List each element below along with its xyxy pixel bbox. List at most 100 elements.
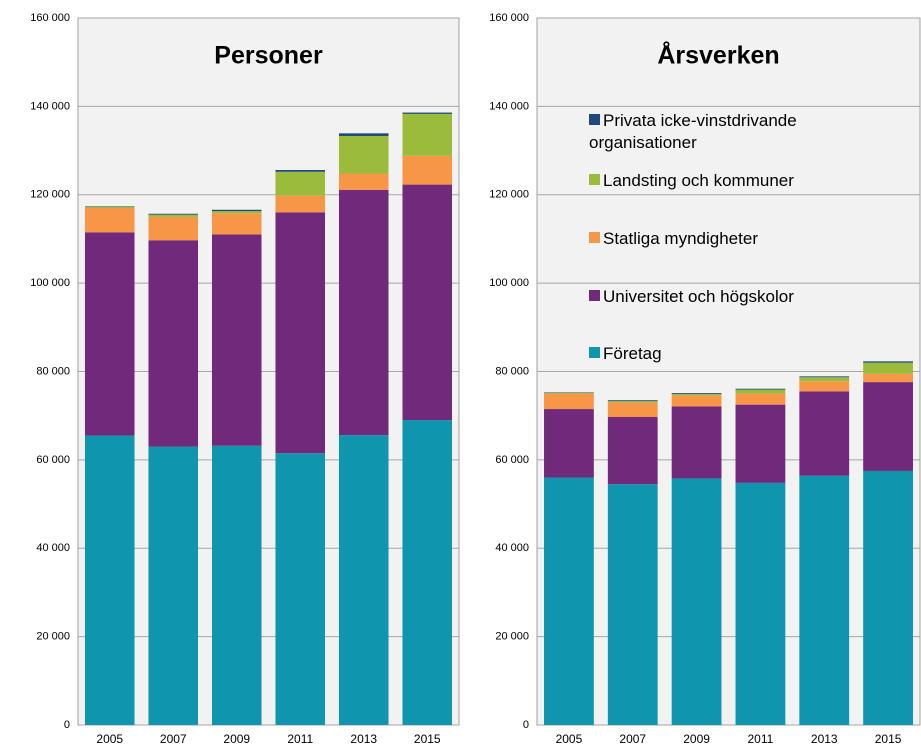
bar-segment bbox=[338, 133, 389, 136]
bar-segment bbox=[275, 171, 326, 196]
y-tick-label: 120 000 bbox=[489, 189, 529, 201]
bar-segment bbox=[338, 173, 389, 190]
bar-segment bbox=[799, 376, 850, 378]
bar-segment bbox=[544, 393, 594, 410]
x-tick-label: 2011 bbox=[748, 732, 774, 746]
x-tick-label: 2013 bbox=[350, 732, 377, 746]
y-tick-label: 80 000 bbox=[36, 365, 70, 377]
bar-segment bbox=[275, 212, 326, 454]
legend-swatch bbox=[589, 232, 600, 243]
legend-item: Universitet och högskolor bbox=[589, 286, 849, 308]
y-tick-label: 120 000 bbox=[30, 189, 70, 201]
legend-item: Privata icke-vinstdrivande organisatione… bbox=[589, 110, 849, 154]
legend-swatch bbox=[589, 290, 600, 301]
y-tick-label: 20 000 bbox=[36, 631, 70, 643]
bar-segment bbox=[671, 478, 722, 725]
bar-segment bbox=[863, 373, 913, 383]
bar-segment bbox=[607, 417, 658, 485]
y-tick-label: 60 000 bbox=[36, 454, 70, 466]
x-tick-label: 2009 bbox=[223, 732, 250, 746]
bar-segment bbox=[211, 213, 262, 235]
bar-segment bbox=[402, 112, 453, 114]
x-tick-label: 2015 bbox=[875, 732, 902, 746]
x-tick-label: 2015 bbox=[414, 732, 441, 746]
legend-item: Företag bbox=[589, 343, 849, 365]
bar-segment bbox=[799, 377, 850, 382]
legend-label: Landsting och kommuner bbox=[603, 171, 794, 190]
y-tick-label: 0 bbox=[523, 719, 529, 731]
x-tick-label: 2013 bbox=[811, 732, 838, 746]
bar-segment bbox=[84, 208, 135, 233]
bar-segment bbox=[211, 209, 262, 212]
bar-segment bbox=[275, 195, 326, 213]
bar-segment bbox=[671, 395, 722, 407]
bar-segment bbox=[735, 482, 786, 725]
bar-segment bbox=[735, 389, 786, 394]
bar-segment bbox=[338, 435, 389, 725]
bar-segment bbox=[275, 453, 326, 725]
bar-segment bbox=[84, 206, 135, 209]
bar-segment bbox=[799, 475, 850, 725]
x-tick-label: 2007 bbox=[619, 732, 646, 746]
bar-segment bbox=[211, 211, 262, 214]
bar-segment bbox=[402, 113, 453, 156]
bar-segment bbox=[148, 213, 199, 215]
bar-segment bbox=[544, 477, 594, 725]
bar-segment bbox=[84, 435, 135, 725]
bar-segment bbox=[735, 404, 786, 483]
y-tick-label: 40 000 bbox=[495, 542, 529, 554]
y-tick-label: 160 000 bbox=[30, 12, 70, 24]
y-tick-label: 80 000 bbox=[495, 365, 529, 377]
legend-swatch bbox=[589, 174, 600, 185]
y-tick-label: 160 000 bbox=[489, 12, 529, 24]
bar-segment bbox=[799, 391, 850, 476]
bar-segment bbox=[671, 393, 722, 395]
legend-label: Privata icke-vinstdrivande organisatione… bbox=[589, 111, 797, 152]
legend-label: Företag bbox=[603, 344, 662, 363]
x-tick-label: 2005 bbox=[556, 732, 583, 746]
bar-segment bbox=[402, 155, 453, 185]
bar-segment bbox=[211, 234, 262, 446]
x-tick-label: 2011 bbox=[287, 732, 313, 746]
bar-segment bbox=[338, 135, 389, 174]
bar-segment bbox=[607, 401, 658, 403]
legend-label: Universitet och högskolor bbox=[603, 287, 794, 306]
bar-segment bbox=[607, 484, 658, 725]
legend-item: Landsting och kommuner bbox=[589, 170, 849, 192]
bar-segment bbox=[671, 394, 722, 396]
bar-segment bbox=[607, 402, 658, 418]
bar-segment bbox=[338, 189, 389, 436]
bar-segment bbox=[148, 446, 199, 725]
bar-segment bbox=[799, 381, 850, 392]
bar-segment bbox=[863, 470, 913, 725]
y-tick-label: 140 000 bbox=[489, 100, 529, 112]
bar-segment bbox=[402, 184, 453, 421]
bar-segment bbox=[735, 393, 786, 405]
bar-segment bbox=[84, 232, 135, 436]
y-tick-label: 40 000 bbox=[36, 542, 70, 554]
bar-segment bbox=[735, 388, 786, 390]
legend-swatch bbox=[589, 347, 600, 358]
y-tick-label: 140 000 bbox=[30, 100, 70, 112]
bar-segment bbox=[275, 170, 326, 172]
bar-segment bbox=[148, 240, 199, 447]
y-tick-label: 100 000 bbox=[489, 277, 529, 289]
legend-label: Statliga myndigheter bbox=[603, 229, 758, 248]
y-tick-label: 20 000 bbox=[495, 631, 529, 643]
bar-segment bbox=[148, 214, 199, 217]
y-tick-label: 0 bbox=[64, 719, 70, 731]
bar-segment bbox=[544, 392, 594, 394]
bar-segment bbox=[607, 400, 658, 402]
bar-segment bbox=[863, 362, 913, 374]
bar-segment bbox=[148, 216, 199, 241]
x-tick-label: 2007 bbox=[160, 732, 187, 746]
bar-segment bbox=[863, 361, 913, 363]
chart-title: Årsverken bbox=[657, 41, 779, 70]
bar-segment bbox=[544, 409, 594, 478]
legend-item: Statliga myndigheter bbox=[589, 228, 849, 250]
bar-segment bbox=[402, 420, 453, 725]
y-tick-label: 60 000 bbox=[495, 454, 529, 466]
bar-segment bbox=[671, 406, 722, 479]
